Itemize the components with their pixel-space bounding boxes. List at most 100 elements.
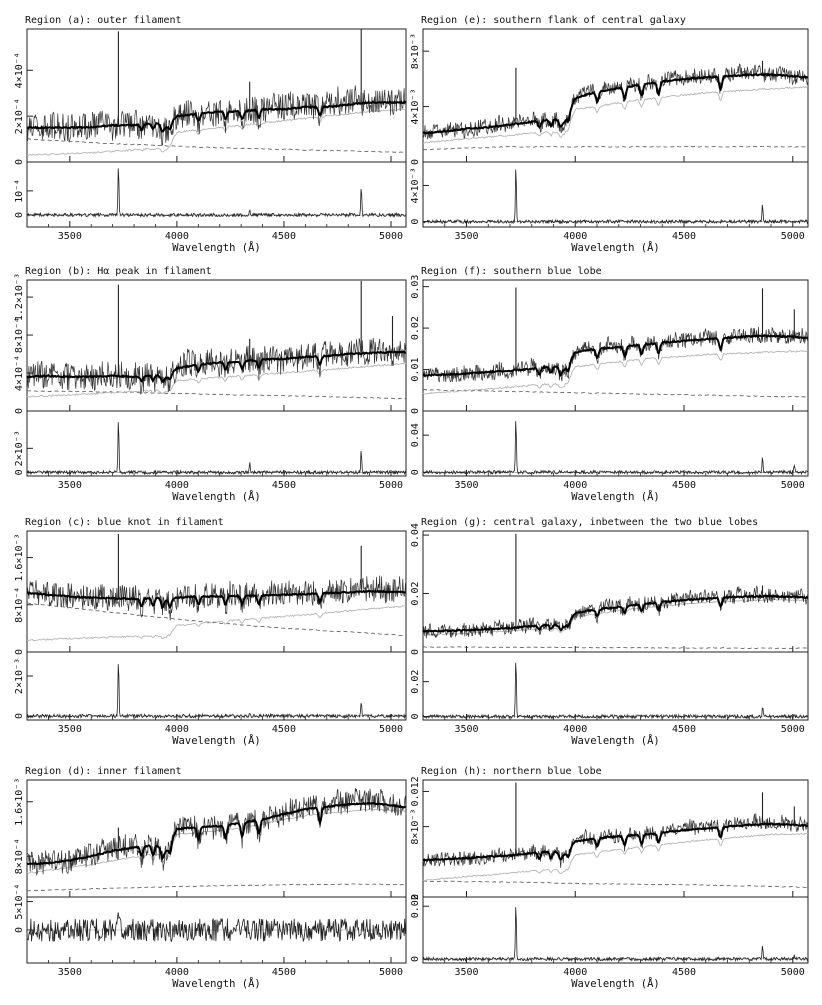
y-tick-label: 0 <box>14 713 25 719</box>
spectrum-panel: Region (g): central galaxy, inbetween th… <box>410 517 809 747</box>
y-tick-label: 0.02 <box>410 581 421 605</box>
y-tick-label: 1.2×10⁻³ <box>14 273 25 321</box>
panel-title: Region (e): southern flank of central ga… <box>421 15 686 26</box>
x-tick-label: 3500 <box>58 480 82 491</box>
y-tick-label: 0 <box>14 927 25 933</box>
y-tick-label: 0.03 <box>410 275 421 299</box>
x-axis-label: Wavelength (Å) <box>172 490 261 503</box>
x-tick-label: 3500 <box>58 967 82 978</box>
x-axis-label: Wavelength (Å) <box>172 977 261 990</box>
x-tick-label: 5000 <box>781 967 805 978</box>
spectrum-panel: Region (h): northern blue lobe 3500 4000 45… <box>410 766 809 990</box>
old-component-line <box>422 350 809 395</box>
spectrum-panel: Region (d): inner filament 3500 4000 4500 50… <box>14 766 407 990</box>
y-tick-label: 0 <box>14 649 25 655</box>
x-tick-label: 4500 <box>272 967 296 978</box>
y-tick-label: 0 <box>14 212 25 218</box>
y-tick-label: 0 <box>14 469 25 475</box>
model-spectrum-line <box>422 822 808 862</box>
y-tick-label: 4×10⁻⁴ <box>14 355 25 391</box>
y-tick-label: 0 <box>410 469 421 475</box>
model-spectrum-line <box>422 594 809 633</box>
y-tick-label: 8×10⁻⁴ <box>14 838 25 874</box>
x-tick-label: 5000 <box>781 231 805 242</box>
spectrum-panel: Region (e): southern flank of central ga… <box>410 15 809 254</box>
observed-spectrum-line <box>26 85 407 146</box>
young-component-line <box>26 883 406 892</box>
y-tick-label: 2×10⁻³ <box>14 430 25 466</box>
residual-spectrum-line <box>26 912 407 943</box>
model-spectrum-line <box>26 350 406 384</box>
x-tick-label: 4500 <box>272 724 296 735</box>
model-spectrum-line <box>26 100 407 133</box>
x-tick-label: 5000 <box>379 231 403 242</box>
x-tick-label: 5000 <box>379 724 403 735</box>
y-tick-label: 0.01 <box>410 357 421 381</box>
x-axis-label: Wavelength (Å) <box>571 977 660 990</box>
panel-title: Region (d): inner filament <box>25 766 182 777</box>
model-spectrum-line <box>26 589 407 610</box>
y-tick-label: 2×10⁻³ <box>14 658 25 694</box>
x-tick-label: 4500 <box>272 480 296 491</box>
y-tick-label: 1.6×10⁻³ <box>14 533 25 581</box>
residual-plot-frame <box>422 651 809 721</box>
y-tick-label: 0 <box>410 713 421 719</box>
x-tick-label: 4500 <box>672 231 696 242</box>
observed-spectrum-line <box>26 575 407 621</box>
x-axis-label: Wavelength (Å) <box>172 241 261 254</box>
spectrum-panel: Region (f): southern blue lobe 3500 4000 45… <box>410 266 809 503</box>
y-tick-label: 0 <box>410 408 421 414</box>
y-tick-label: 4×10⁻³ <box>410 89 421 125</box>
y-tick-label: 5×10⁻⁴ <box>14 883 25 919</box>
x-tick-label: 5000 <box>781 724 805 735</box>
y-tick-label: 0 <box>410 894 421 900</box>
x-axis-label: Wavelength (Å) <box>571 490 660 503</box>
model-spectrum-line <box>422 72 808 135</box>
panel-title: Region (f): southern blue lobe <box>421 266 602 277</box>
y-tick-label: 4×10⁻⁴ <box>14 52 25 88</box>
x-tick-label: 4000 <box>563 967 587 978</box>
residual-spectrum-line <box>26 168 407 219</box>
spectrum-panel: Region (a): outer filament 3500 4000 4500 50… <box>14 15 407 254</box>
y-tick-label: 1.6×10⁻³ <box>14 778 25 826</box>
x-tick-label: 5000 <box>379 480 403 491</box>
x-tick-label: 4000 <box>165 480 189 491</box>
old-component-line <box>423 85 809 144</box>
residual-spectrum-line <box>26 664 407 720</box>
residual-plot-frame <box>26 651 407 721</box>
x-tick-label: 3500 <box>454 231 478 242</box>
residual-plot-frame <box>26 410 407 477</box>
model-spectrum-line <box>26 801 406 866</box>
panel-title: Region (b): Hα peak in filament <box>25 266 212 277</box>
x-tick-label: 3500 <box>58 724 82 735</box>
observed-spectrum-line <box>422 63 809 140</box>
spectrum-panel: Region (c): blue knot in filament 3500 400… <box>14 517 407 747</box>
residual-plot-frame <box>422 410 809 477</box>
y-tick-label: 8×10⁻³ <box>410 33 421 69</box>
young-component-line <box>26 602 406 636</box>
x-axis-label: Wavelength (Å) <box>571 734 660 747</box>
residual-spectrum-line <box>422 907 809 963</box>
y-tick-label: 0 <box>14 408 25 414</box>
x-tick-label: 4000 <box>165 724 189 735</box>
residual-spectrum-line <box>422 421 809 476</box>
x-tick-label: 4500 <box>672 967 696 978</box>
young-component-line <box>26 138 406 153</box>
x-tick-label: 3500 <box>58 231 82 242</box>
y-tick-label: 0.04 <box>410 423 421 447</box>
y-tick-label: 0.04 <box>410 523 421 547</box>
observed-spectrum-line <box>26 337 407 395</box>
x-tick-label: 4500 <box>672 480 696 491</box>
young-component-line <box>27 390 406 400</box>
old-component-line <box>26 808 407 875</box>
observed-spectrum-line <box>422 585 809 639</box>
y-tick-label: 0 <box>410 956 421 962</box>
young-component-line <box>423 646 808 650</box>
x-tick-label: 3500 <box>454 724 478 735</box>
y-tick-label: 0 <box>410 159 421 165</box>
y-tick-label: 0 <box>410 649 421 655</box>
y-tick-label: 4×10⁻³ <box>410 167 421 203</box>
y-tick-label: 0.02 <box>410 670 421 694</box>
x-tick-label: 5000 <box>781 480 805 491</box>
x-tick-label: 4000 <box>563 724 587 735</box>
